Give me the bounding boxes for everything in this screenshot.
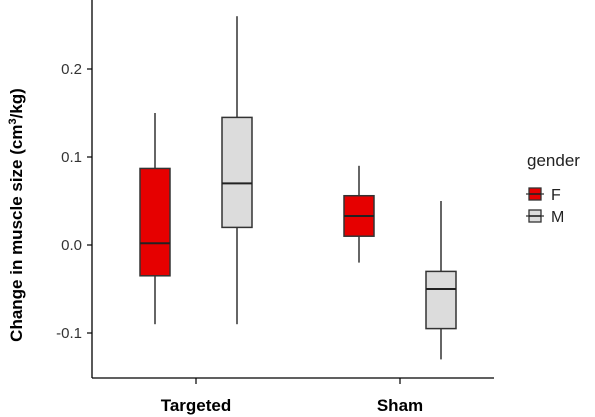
y-tick-label: 0.1 xyxy=(61,149,82,166)
y-tick-label: 0.0 xyxy=(61,237,82,254)
box-f-sham xyxy=(343,165,375,263)
legend-item-m: M xyxy=(526,209,564,226)
box-f-targeted xyxy=(139,113,171,325)
legend-label: F xyxy=(551,187,561,204)
legend-label: M xyxy=(551,209,564,226)
box-body xyxy=(425,270,457,330)
x-tick-label-targeted: Targeted xyxy=(161,396,232,415)
legend: gender FM xyxy=(526,151,580,226)
legend-title: gender xyxy=(527,151,580,170)
y-tick-label: -0.1 xyxy=(56,325,82,342)
legend-item-f: F xyxy=(526,187,561,204)
box-m-targeted xyxy=(221,16,253,325)
box-body xyxy=(139,167,171,277)
y-tick-label: 0.2 xyxy=(61,61,82,78)
y-axis-label: Change in muscle size (cm3/kg) xyxy=(7,88,26,342)
x-tick-label-sham: Sham xyxy=(377,396,423,415)
box-m-sham xyxy=(425,201,457,360)
box-body xyxy=(221,116,253,229)
